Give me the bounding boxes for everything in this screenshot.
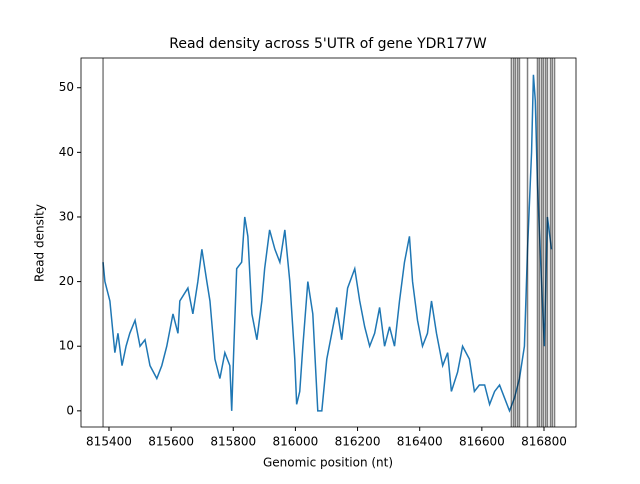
y-tick-label: 40 xyxy=(59,145,74,159)
y-tick-label: 10 xyxy=(59,339,74,353)
x-tick-label: 816000 xyxy=(273,435,319,449)
y-tick-label: 20 xyxy=(59,274,74,288)
data-line xyxy=(102,74,553,413)
x-tick-label: 816400 xyxy=(397,435,443,449)
plot-frame xyxy=(80,57,577,428)
x-tick-label: 815600 xyxy=(148,435,194,449)
y-tick-label: 50 xyxy=(59,80,74,94)
x-axis-label: Genomic position (nt) xyxy=(263,456,393,470)
x-tick-label: 816200 xyxy=(335,435,381,449)
y-tick-label: 30 xyxy=(59,209,74,223)
x-tick-label: 816600 xyxy=(459,435,505,449)
x-tick-label: 815800 xyxy=(210,435,256,449)
y-tick-label: 0 xyxy=(66,403,74,417)
chart-title: Read density across 5'UTR of gene YDR177… xyxy=(169,36,487,52)
x-tick-label: 816800 xyxy=(521,435,567,449)
y-axis-label: Read density xyxy=(33,204,47,282)
x-tick-label: 815400 xyxy=(86,435,132,449)
